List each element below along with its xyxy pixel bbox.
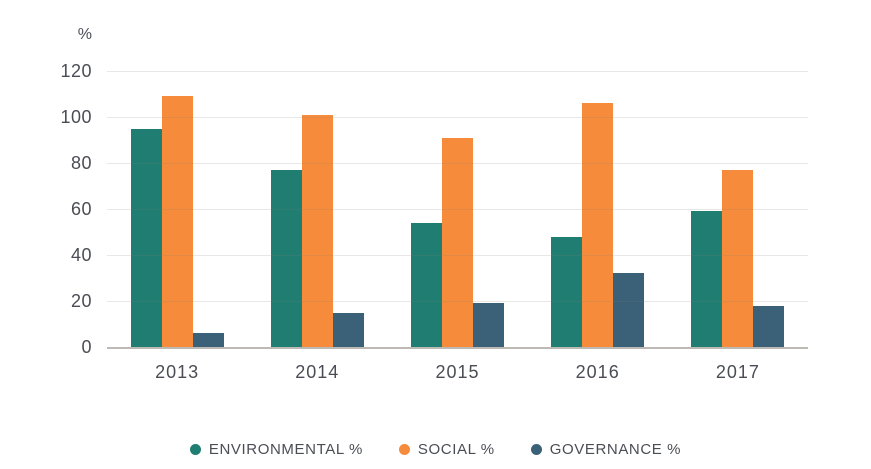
x-axis-label-2013: 2013 — [155, 362, 200, 382]
y-tick-label-80: 80 — [70, 153, 92, 173]
bar-2014-social — [301, 114, 333, 347]
bar-2013-environmental — [130, 128, 162, 347]
legend-label: SOCIAL % — [417, 441, 495, 458]
x-axis-label-2014: 2014 — [295, 362, 340, 382]
gridline-100 — [107, 117, 808, 118]
bar-2015-environmental — [411, 222, 442, 347]
y-axis-unit-label: % — [77, 26, 92, 43]
bar-2015-governance — [473, 303, 504, 347]
y-tick-label-0: 0 — [81, 337, 92, 357]
bar-2015-social — [442, 137, 473, 347]
legend-dot-icon — [530, 444, 542, 455]
plot-area — [107, 71, 808, 349]
y-tick-label-20: 20 — [70, 291, 92, 311]
bar-2013-governance — [192, 333, 224, 347]
x-axis-label-2016: 2016 — [575, 362, 620, 382]
gridline-120 — [107, 71, 808, 72]
legend: ENVIRONMENTAL % SOCIAL % GOVERNANCE % — [0, 441, 871, 458]
y-tick-label-40: 40 — [70, 245, 92, 265]
legend-item-governance[interactable]: GOVERNANCE % — [530, 441, 682, 458]
x-axis-label-2015: 2015 — [435, 362, 480, 382]
bar-2013-social — [161, 96, 193, 347]
bar-2017-social — [722, 169, 754, 347]
bar-2014-governance — [332, 312, 364, 347]
y-tick-label-100: 100 — [60, 107, 92, 127]
legend-item-environmental[interactable]: ENVIRONMENTAL % — [189, 441, 363, 458]
y-tick-label-120: 120 — [60, 61, 92, 81]
bar-2016-social — [582, 103, 614, 347]
bar-2016-environmental — [551, 236, 583, 347]
legend-dot-icon — [189, 444, 201, 455]
legend-item-social[interactable]: SOCIAL % — [398, 441, 495, 458]
y-tick-label-60: 60 — [70, 199, 92, 219]
bar-2014-environmental — [270, 169, 302, 347]
bar-2017-environmental — [691, 211, 723, 347]
x-axis-label-2017: 2017 — [715, 362, 760, 382]
bar-2016-governance — [613, 273, 645, 347]
legend-dot-icon — [398, 444, 410, 455]
legend-label: GOVERNANCE % — [549, 441, 682, 458]
legend-label: ENVIRONMENTAL % — [208, 441, 363, 458]
bar-2017-governance — [753, 305, 785, 347]
